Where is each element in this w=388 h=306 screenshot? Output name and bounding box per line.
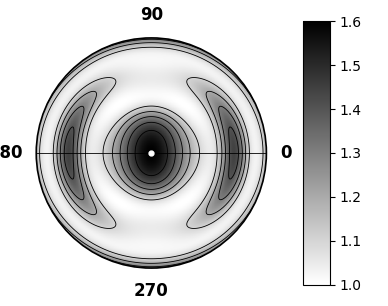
Text: 90: 90 <box>140 6 163 24</box>
Text: 270: 270 <box>134 282 169 300</box>
Text: 180: 180 <box>0 144 23 162</box>
Text: 0: 0 <box>280 144 292 162</box>
